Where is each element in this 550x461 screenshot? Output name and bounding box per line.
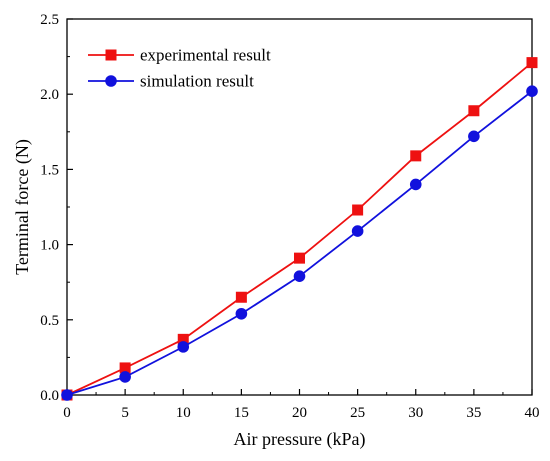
data-point-simulation bbox=[235, 307, 248, 320]
data-point-experimental bbox=[526, 57, 538, 69]
x-axis-ticks: 0 5 10 15 20 25 30 35 40 bbox=[63, 389, 540, 421]
data-point-simulation bbox=[293, 270, 306, 282]
y-tick-label: 0.0 bbox=[40, 388, 59, 404]
y-axis-ticks: 0.0 0.5 1.0 1.5 2.0 2.5 bbox=[40, 12, 73, 404]
series-simulation bbox=[61, 85, 538, 401]
x-tick-label: 20 bbox=[292, 405, 307, 421]
data-point-simulation bbox=[526, 85, 538, 97]
data-point-simulation bbox=[409, 178, 422, 191]
data-point-simulation bbox=[119, 371, 131, 383]
x-tick-label: 40 bbox=[525, 405, 540, 421]
plot-frame bbox=[66, 18, 533, 396]
data-point-experimental bbox=[235, 291, 247, 303]
legend-marker-experimental bbox=[105, 49, 117, 61]
series-line-simulation bbox=[66, 90, 533, 396]
x-tick-label: 15 bbox=[234, 405, 249, 421]
legend-label-experimental: experimental result bbox=[140, 46, 271, 65]
y-tick-label: 2.0 bbox=[40, 87, 59, 103]
y-tick-label: 1.5 bbox=[40, 162, 59, 178]
data-point-simulation bbox=[468, 130, 480, 143]
x-tick-label: 0 bbox=[63, 405, 71, 421]
x-tick-label: 5 bbox=[121, 405, 129, 421]
x-tick-label: 10 bbox=[176, 405, 191, 421]
legend-label-simulation: simulation result bbox=[140, 72, 254, 91]
series-line-experimental bbox=[66, 61, 533, 396]
data-point-simulation bbox=[351, 225, 364, 237]
legend-item-experimental: experimental result bbox=[88, 46, 271, 65]
series-layer bbox=[61, 57, 538, 401]
data-point-experimental bbox=[177, 333, 189, 345]
data-point-simulation bbox=[61, 389, 73, 401]
legend: experimental result simulation result bbox=[88, 46, 271, 91]
plot-area bbox=[66, 18, 533, 396]
y-tick-label: 2.5 bbox=[40, 12, 59, 28]
data-point-experimental bbox=[410, 150, 422, 162]
x-tick-label: 35 bbox=[466, 405, 481, 421]
series-experimental bbox=[61, 57, 538, 401]
legend-item-simulation: simulation result bbox=[88, 72, 254, 91]
y-axis-title: Terminal force (N) bbox=[12, 139, 33, 275]
data-point-experimental bbox=[294, 252, 305, 264]
data-point-simulation bbox=[177, 341, 190, 353]
x-tick-label: 25 bbox=[350, 405, 365, 421]
data-point-experimental bbox=[352, 204, 364, 216]
y-tick-label: 0.5 bbox=[40, 313, 59, 329]
data-point-experimental bbox=[119, 362, 131, 374]
x-tick-label: 30 bbox=[408, 405, 423, 421]
y-tick-label: 1.0 bbox=[40, 238, 59, 254]
x-axis-title: Air pressure (kPa) bbox=[234, 429, 366, 450]
legend-marker-simulation bbox=[105, 75, 117, 87]
data-point-experimental bbox=[468, 105, 480, 117]
